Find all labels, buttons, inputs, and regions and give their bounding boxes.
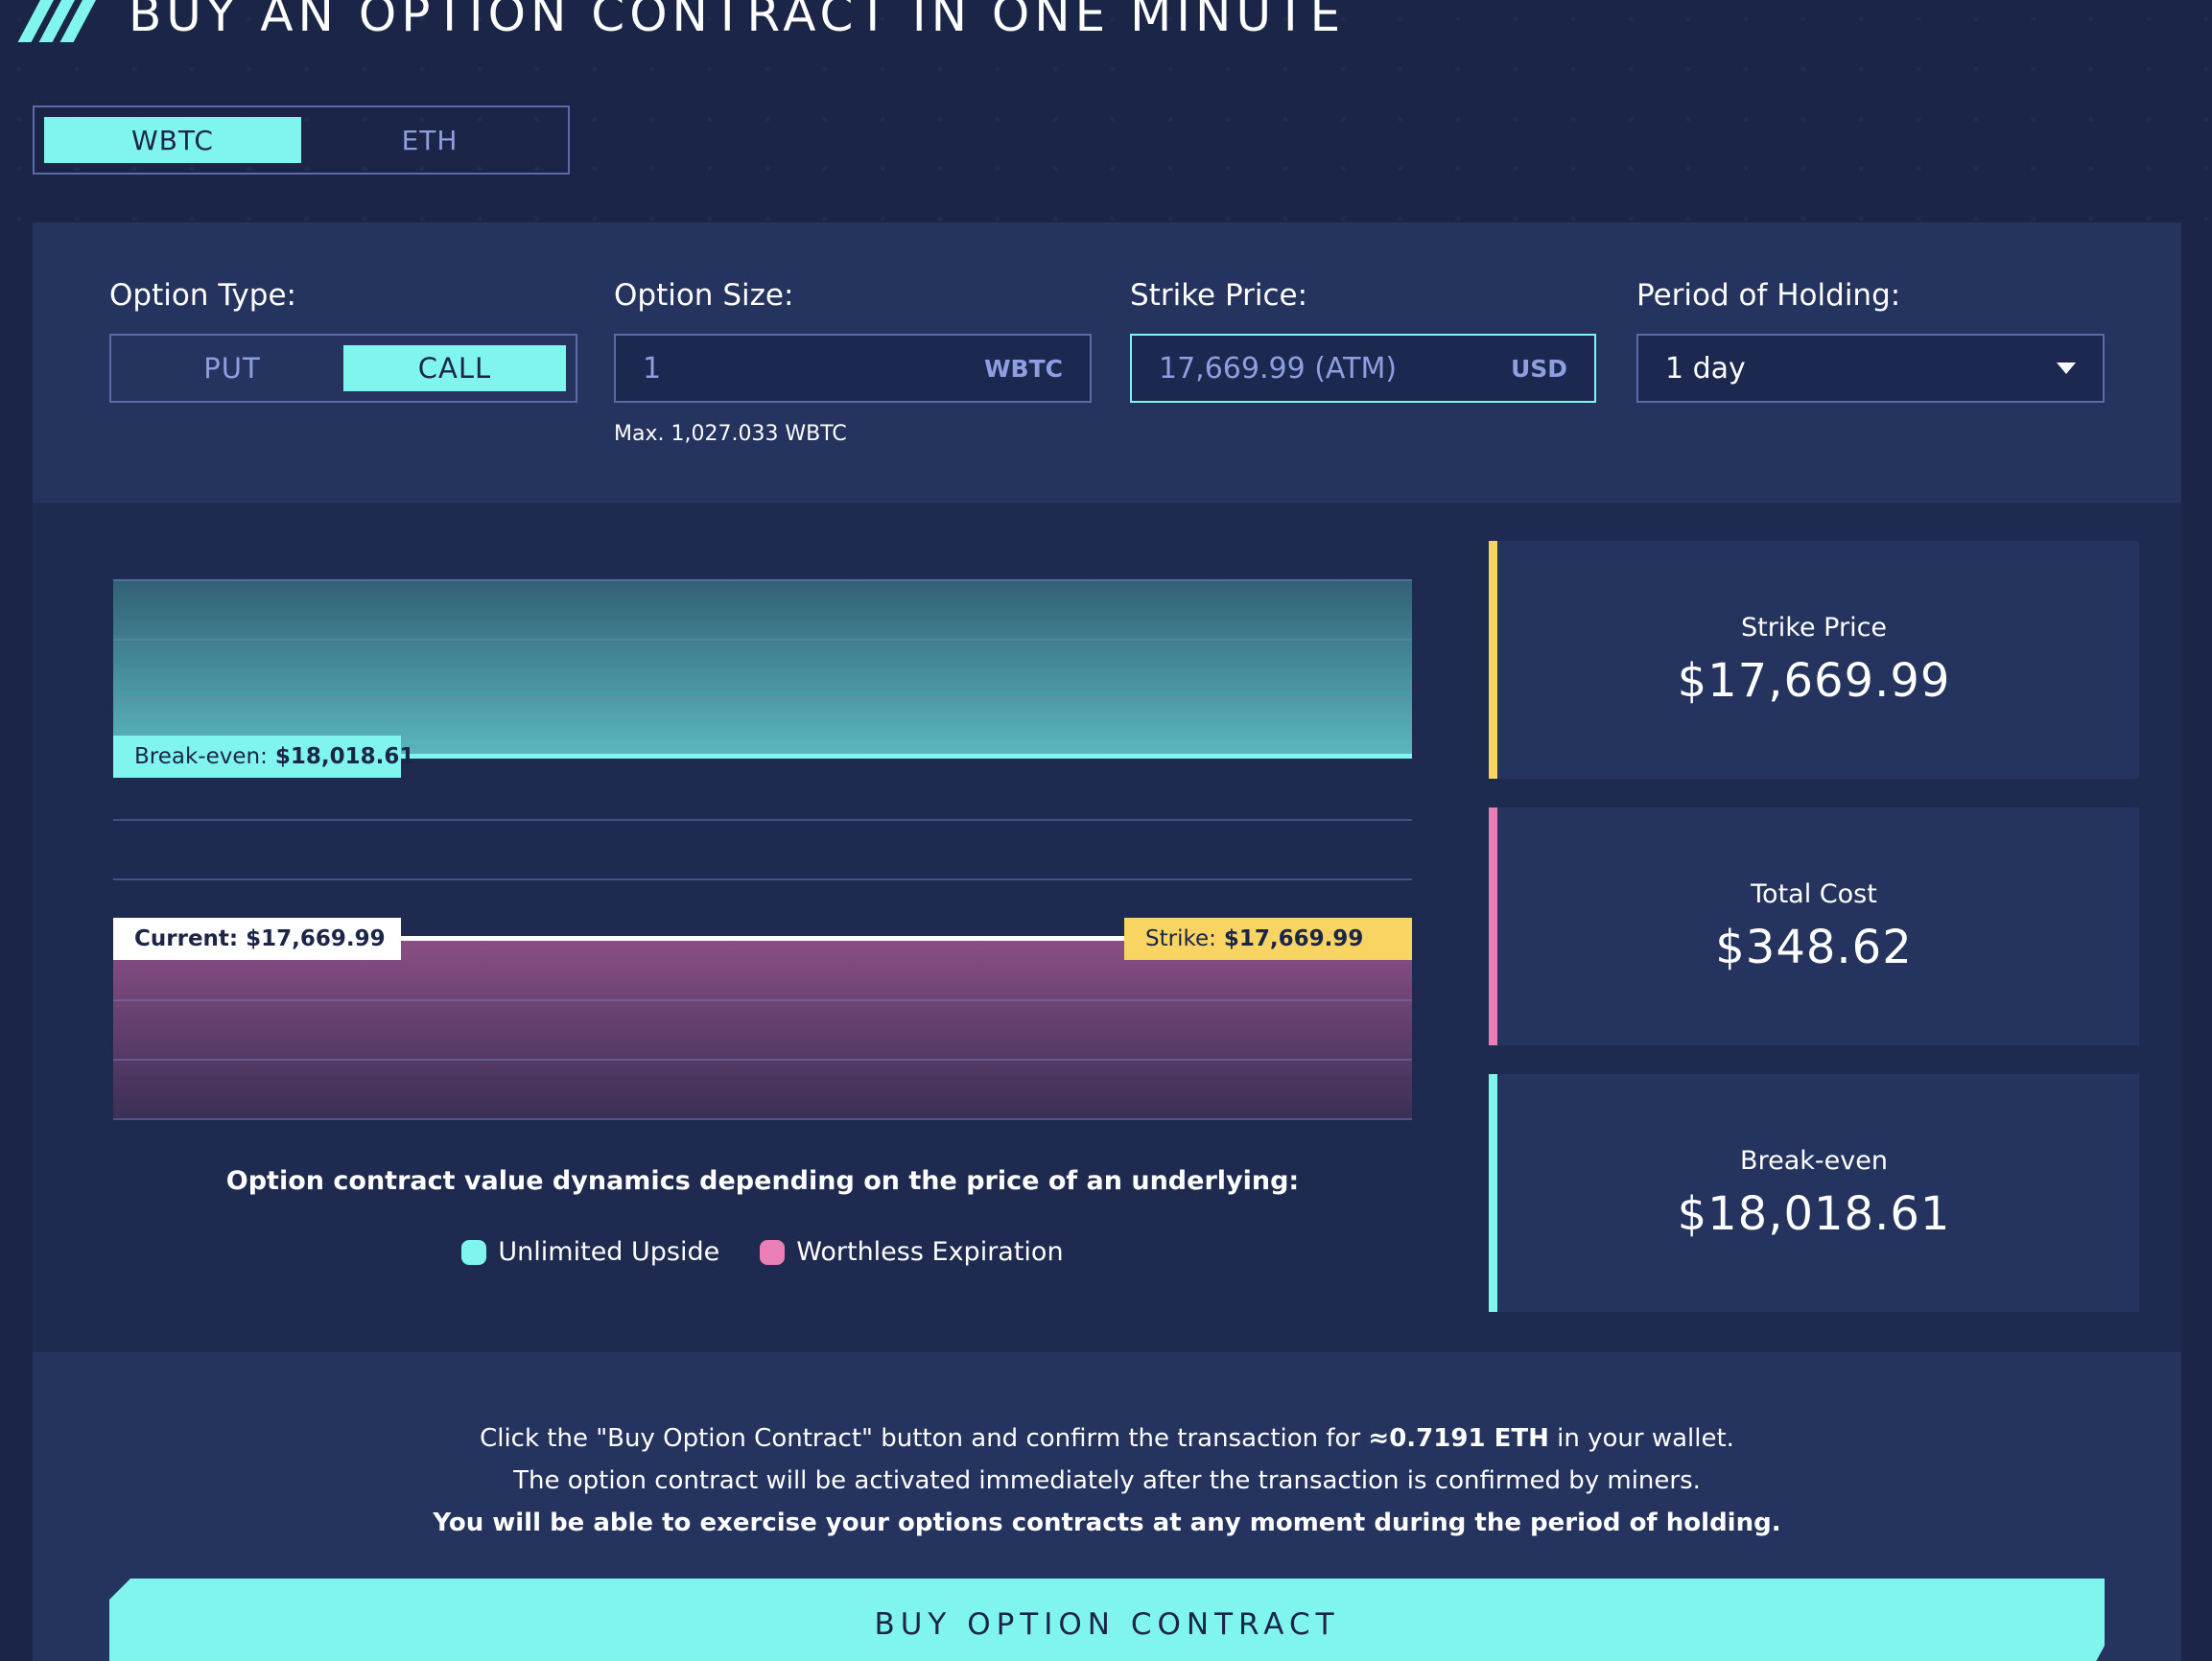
info-line-1-prefix: Click the "Buy Option Contract" button a… [480,1424,1361,1453]
gridline [113,1059,1412,1061]
option-size-input[interactable]: 1 WBTC [614,334,1092,403]
buy-option-contract-button[interactable]: BUY OPTION CONTRACT [109,1579,2105,1661]
current-price-tag: Current: $17,669.99 [113,918,401,960]
gridline [113,698,1412,700]
current-price-line [113,936,1412,941]
info-line-2: The option contract will be activated im… [513,1466,1701,1495]
strike-price-tag: Strike: $17,669.99 [1124,918,1412,960]
option-size-max-hint: Max. 1,027.033 WBTC [614,422,847,446]
call-button[interactable]: CALL [343,345,566,391]
tab-eth[interactable]: ETH [401,124,459,156]
legend-swatch [760,1239,786,1265]
period-field: Period of Holding: 1 day [1636,278,2105,403]
stat-label: Break-even [1740,1145,1888,1176]
legend-item-worthless: Worthless Expiration [760,1237,1064,1267]
option-type-toggle: PUT CALL [109,334,577,403]
legend-label: Worthless Expiration [796,1237,1064,1267]
option-size-field: Option Size: 1 WBTC Max. 1,027.033 WBTC [614,278,1092,446]
legend-swatch [461,1239,487,1265]
strike-price-field: Strike Price: 17,669.99 (ATM) USD [1130,278,1596,403]
info-line-1-suffix: in your wallet. [1557,1424,1734,1453]
tab-wbtc[interactable]: WBTC [44,117,301,163]
eth-amount: ≈0.7191 ETH [1368,1424,1549,1453]
legend-label: Unlimited Upside [498,1237,720,1267]
legend-item-upside: Unlimited Upside [461,1237,719,1267]
hex-background [0,0,2212,230]
worthless-area [113,940,1412,1120]
gridline [113,999,1412,1001]
upside-area [113,579,1412,758]
break-even-tag-label: Break-even: [134,744,268,769]
stat-card-strike-price: Strike Price $17,669.99 [1489,541,2139,779]
option-size-label: Option Size: [614,278,794,313]
info-line-1: Click the "Buy Option Contract" button a… [33,1417,2181,1460]
slashes-logo-icon [17,0,104,42]
strike-price-unit: USD [1510,354,1567,383]
period-value: 1 day [1665,351,1746,386]
stat-label: Strike Price [1740,612,1888,643]
purchase-info: Click the "Buy Option Contract" button a… [33,1417,2181,1544]
header: BUY AN OPTION CONTRACT IN ONE MINUTE [17,0,1346,48]
chevron-down-icon [2057,363,2076,374]
info-line-3: You will be able to exercise your option… [433,1509,1781,1537]
strike-price-value: 17,669.99 (ATM) [1159,351,1398,386]
purchase-footer: Click the "Buy Option Contract" button a… [33,1352,2181,1661]
stat-value: $18,018.61 [1677,1186,1951,1241]
accent-bar [1489,1074,1497,1312]
option-size-value: 1 [643,351,662,386]
accent-bar [1489,541,1497,779]
period-label: Period of Holding: [1636,278,1901,313]
gridline [113,819,1412,821]
option-size-unit: WBTC [983,354,1063,383]
accent-bar [1489,807,1497,1045]
current-tag-label: Current: [134,926,239,951]
break-even-tag: Break-even: $18,018.61 [113,736,414,778]
stat-value: $348.62 [1715,920,1913,974]
page-title: BUY AN OPTION CONTRACT IN ONE MINUTE [129,0,1346,42]
option-form: Option Type: PUT CALL Option Size: 1 WBT… [33,222,2181,503]
gridline [113,878,1412,880]
strike-price-input[interactable]: 17,669.99 (ATM) USD [1130,334,1596,403]
gridline [113,579,1412,581]
break-even-line [113,754,1412,759]
value-chart: Break-even: $18,018.61 Current: $17,669.… [113,579,1412,1141]
stat-card-total-cost: Total Cost $348.62 [1489,807,2139,1045]
gridline [113,639,1412,641]
stat-card-break-even: Break-even $18,018.61 [1489,1074,2139,1312]
option-type-label: Option Type: [109,278,296,313]
strike-price-label: Strike Price: [1130,278,1308,313]
current-tag-value: $17,669.99 [246,926,386,951]
strike-tag-value: $17,669.99 [1223,926,1364,951]
chart-caption: Option contract value dynamics depending… [225,1166,1300,1196]
put-button[interactable]: PUT [203,352,261,385]
asset-tabs: WBTC ETH [33,105,570,175]
strike-tag-label: Strike: [1145,926,1216,951]
chart-panel: Break-even: $18,018.61 Current: $17,669.… [33,503,2181,1352]
period-select[interactable]: 1 day [1636,334,2105,403]
stat-value: $17,669.99 [1677,653,1951,708]
gridline [113,1118,1412,1120]
option-type-field: Option Type: PUT CALL [109,278,577,403]
break-even-tag-value: $18,018.61 [274,744,415,769]
stat-label: Total Cost [1751,878,1877,909]
chart-legend: Unlimited Upside Worthless Expiration [113,1237,1412,1267]
